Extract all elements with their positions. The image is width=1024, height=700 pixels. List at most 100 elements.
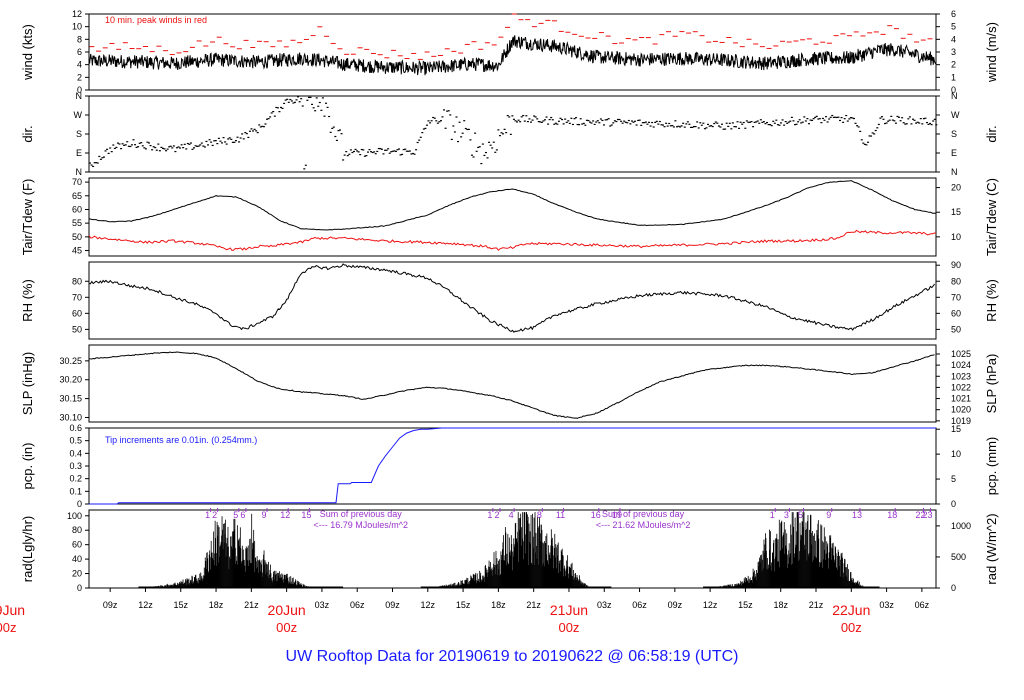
dir-point bbox=[247, 136, 250, 139]
dir-point bbox=[422, 128, 425, 130]
dir-point bbox=[562, 123, 565, 125]
dir-point bbox=[677, 125, 680, 127]
dir-point bbox=[477, 146, 480, 149]
dir-point bbox=[528, 118, 531, 120]
dir-point bbox=[592, 120, 595, 122]
dir-point bbox=[842, 121, 845, 123]
temp-ytick-label: 50 bbox=[72, 232, 82, 242]
dir-point bbox=[502, 133, 505, 135]
dir-point bbox=[705, 127, 708, 129]
dir-point bbox=[393, 150, 396, 152]
dir-point bbox=[606, 119, 609, 121]
x-tick-label: 18z bbox=[773, 600, 788, 610]
dir-point bbox=[582, 122, 585, 124]
dir-point bbox=[696, 121, 699, 123]
wind-ytick-label-right: 2 bbox=[951, 60, 956, 70]
dir-point bbox=[418, 139, 421, 141]
dir-point bbox=[514, 120, 517, 122]
temp-ylabel: Tair/Tdew (F) bbox=[20, 179, 35, 256]
dir-point bbox=[517, 119, 520, 121]
dir-point bbox=[915, 122, 918, 124]
dir-point bbox=[724, 128, 727, 130]
dir-point bbox=[325, 102, 328, 104]
dir-point bbox=[750, 120, 753, 123]
dir-point bbox=[219, 140, 222, 142]
dir-point bbox=[884, 122, 887, 125]
dir-point bbox=[868, 135, 871, 137]
tair-line bbox=[88, 180, 937, 231]
rh-ylabel: RH (%) bbox=[20, 279, 35, 322]
dir-point bbox=[714, 121, 717, 123]
dir-point bbox=[278, 111, 281, 113]
dir-point bbox=[547, 123, 550, 125]
dir-point bbox=[576, 123, 579, 126]
dir-point bbox=[907, 118, 910, 120]
dir-point bbox=[129, 145, 132, 148]
dir-point bbox=[427, 120, 430, 122]
dir-point bbox=[492, 141, 495, 143]
dir-point bbox=[214, 140, 217, 142]
dir-point bbox=[148, 142, 151, 144]
wind-ytick-label: 12 bbox=[72, 9, 82, 19]
rad-ytick-label: 100 bbox=[67, 511, 82, 521]
dir-point bbox=[161, 147, 164, 150]
dir-point bbox=[756, 120, 759, 122]
dir-point bbox=[270, 112, 273, 114]
dir-point bbox=[259, 126, 262, 128]
dir-point bbox=[357, 151, 360, 153]
dir-point bbox=[366, 151, 369, 153]
dir-point bbox=[384, 149, 387, 151]
wind-ytick-label: 10 bbox=[72, 22, 82, 32]
dir-point bbox=[180, 144, 183, 146]
dir-point bbox=[183, 143, 186, 145]
dir-point bbox=[388, 152, 391, 154]
dir-point bbox=[118, 143, 121, 145]
dir-point bbox=[326, 106, 329, 108]
dir-point bbox=[134, 144, 137, 146]
dir-point bbox=[581, 123, 584, 125]
dir-point bbox=[506, 114, 509, 117]
dir-point bbox=[112, 144, 115, 146]
dir-point bbox=[809, 119, 812, 121]
dir-point bbox=[831, 114, 834, 117]
dir-point bbox=[182, 147, 185, 149]
dir-point bbox=[663, 126, 666, 128]
dir-point bbox=[298, 101, 301, 103]
dir-point bbox=[230, 138, 233, 140]
dir-point bbox=[419, 136, 422, 138]
dir-point bbox=[120, 147, 123, 150]
dir-point bbox=[655, 120, 658, 122]
dir-point bbox=[904, 123, 907, 125]
dir-point bbox=[716, 122, 719, 124]
dir-point bbox=[666, 125, 669, 127]
tdew-line bbox=[88, 229, 937, 251]
dir-point bbox=[158, 150, 161, 152]
dir-point bbox=[866, 141, 869, 143]
dir-point bbox=[126, 141, 129, 143]
slp-ytick-label-right: 1020 bbox=[951, 405, 971, 415]
temp-ytick-label: 65 bbox=[72, 191, 82, 201]
rad-hour-label: 15 bbox=[301, 510, 311, 520]
dir-point bbox=[104, 150, 107, 152]
dir-point bbox=[741, 123, 744, 125]
wind-ytick-label-right: 5 bbox=[951, 22, 956, 32]
dir-point bbox=[825, 116, 828, 118]
dir-point bbox=[404, 148, 407, 150]
dir-point bbox=[921, 123, 924, 125]
dir-point bbox=[689, 126, 692, 129]
wind-ytick-label-right: 1 bbox=[951, 72, 956, 82]
dir-point bbox=[901, 117, 904, 119]
dir-point bbox=[224, 141, 227, 143]
dir-point bbox=[623, 120, 626, 122]
dir-point bbox=[113, 147, 116, 150]
dir-point bbox=[455, 116, 458, 118]
rad-ytick-label-right: 1000 bbox=[951, 521, 971, 531]
dir-point bbox=[534, 116, 537, 118]
rh-line bbox=[88, 263, 936, 333]
dir-point bbox=[228, 137, 231, 139]
dir-point bbox=[509, 133, 512, 135]
pcp-ytick-label: 0.2 bbox=[69, 474, 82, 484]
dir-point bbox=[852, 117, 855, 120]
dir-point bbox=[761, 121, 764, 123]
dir-point bbox=[800, 122, 803, 124]
